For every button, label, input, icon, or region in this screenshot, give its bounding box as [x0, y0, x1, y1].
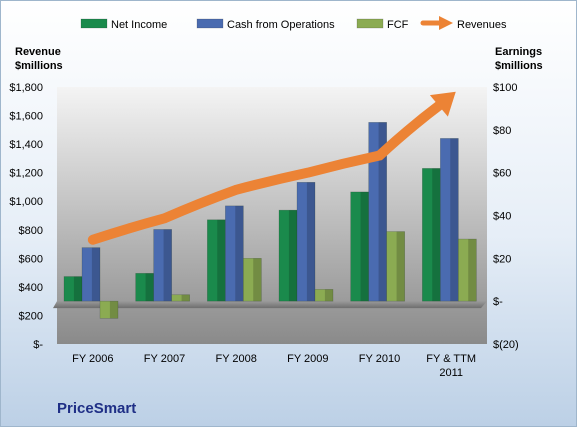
legend-label: Cash from Operations: [227, 19, 335, 31]
bar-cash-from-operations-fy-2007: [153, 229, 172, 302]
bar-net-income-fy-ttm-2011: [422, 168, 441, 302]
left-axis-title-line-2: $millions: [15, 60, 63, 72]
legend-swatch: [80, 18, 108, 29]
bar-fcf-fy-2010: [386, 231, 405, 302]
left-tick-label: $200: [19, 310, 43, 322]
legend-label: Net Income: [111, 19, 167, 31]
right-tick-label: $(20): [493, 339, 519, 351]
legend-item-cash-from-operations: Cash from Operations: [196, 18, 335, 31]
plot-floor: [53, 301, 487, 309]
category-axis-labels: FY 2006 FY 2007 FY 2008 FY 2009 FY 2010 FY & …: [72, 353, 476, 379]
revenue-line: [87, 99, 446, 245]
right-axis-ticks: $(20) $- $20 $40 $60 $80 $100: [493, 82, 519, 351]
legend-arrowhead: [439, 16, 453, 30]
right-axis-title-line-1: Earnings: [495, 46, 542, 58]
left-axis-title-line-1: Revenue: [15, 46, 61, 58]
bar-cash-from-operations-fy-2009: [296, 182, 316, 302]
right-tick-label: $100: [493, 82, 517, 94]
bar-fcf-fy-2008: [243, 258, 262, 302]
legend-swatch: [196, 18, 224, 29]
left-tick-label: $1,000: [9, 196, 43, 208]
bar-fcf-fy-ttm-2011: [458, 238, 477, 302]
left-tick-label: $-: [33, 339, 43, 351]
bar-cash-from-operations-fy-ttm-2011: [440, 138, 459, 302]
left-tick-label: $1,800: [9, 82, 43, 94]
bar-fcf-fy-2006: [99, 300, 119, 319]
left-tick-label: $1,600: [9, 111, 43, 123]
bar-net-income-fy-2009: [278, 209, 298, 302]
bar-net-income-fy-2006: [63, 276, 83, 302]
bar-cash-from-operations-fy-2006: [81, 247, 101, 302]
right-tick-label: $80: [493, 125, 511, 137]
category-label-fy-2008: FY 2008: [215, 353, 256, 365]
legend-swatch: [356, 18, 384, 29]
category-label-fy-2009: FY 2009: [287, 353, 328, 365]
right-tick-label: $-: [493, 296, 503, 308]
right-tick-label: $20: [493, 253, 511, 265]
left-tick-label: $400: [19, 282, 43, 294]
bar-net-income-fy-2008: [207, 219, 226, 302]
right-axis-title-line-2: $millions: [495, 60, 543, 72]
category-label-fy-2007: FY 2007: [144, 353, 185, 365]
revenue-arrow: [87, 91, 456, 245]
legend-label: Revenues: [457, 19, 507, 31]
left-axis-title: Revenue $millions: [15, 46, 63, 72]
right-tick-label: $40: [493, 211, 511, 223]
legend: Net Income Cash from Operations FCF Revenue…: [80, 16, 507, 31]
legend-label: FCF: [387, 19, 409, 31]
bar-fcf-fy-2007: [171, 294, 190, 302]
right-axis-title: Earnings $millions: [495, 46, 543, 72]
category-label-fy-2006: FY 2006: [72, 353, 113, 365]
revenue-arrowhead: [429, 91, 456, 117]
bar-cash-from-operations-fy-2008: [225, 205, 244, 302]
category-label-fy-ttm-2011: 2011: [439, 367, 463, 379]
bar-net-income-fy-2007: [135, 273, 154, 302]
left-tick-label: $600: [19, 253, 43, 265]
legend-item-net-income: Net Income: [80, 18, 167, 31]
bar-net-income-fy-2010: [350, 191, 369, 302]
category-label-fy-ttm-2011: FY & TTM: [426, 353, 476, 365]
bar-cash-from-operations-fy-2010: [368, 122, 387, 302]
category-label-fy-2010: FY 2010: [359, 353, 400, 365]
left-tick-label: $1,200: [9, 168, 43, 180]
legend-item-revenues: Revenues: [420, 16, 507, 31]
left-tick-label: $1,400: [9, 139, 43, 151]
bar-fcf-fy-2009: [314, 289, 334, 302]
left-tick-label: $800: [19, 225, 43, 237]
right-tick-label: $60: [493, 168, 511, 180]
company-name: PriceSmart: [57, 400, 136, 417]
legend-item-fcf: FCF: [356, 18, 409, 31]
bars: [63, 122, 477, 319]
left-axis-ticks: $- $200 $400 $600 $800 $1,000 $1,200 $1,400 $1,6…: [9, 82, 43, 351]
